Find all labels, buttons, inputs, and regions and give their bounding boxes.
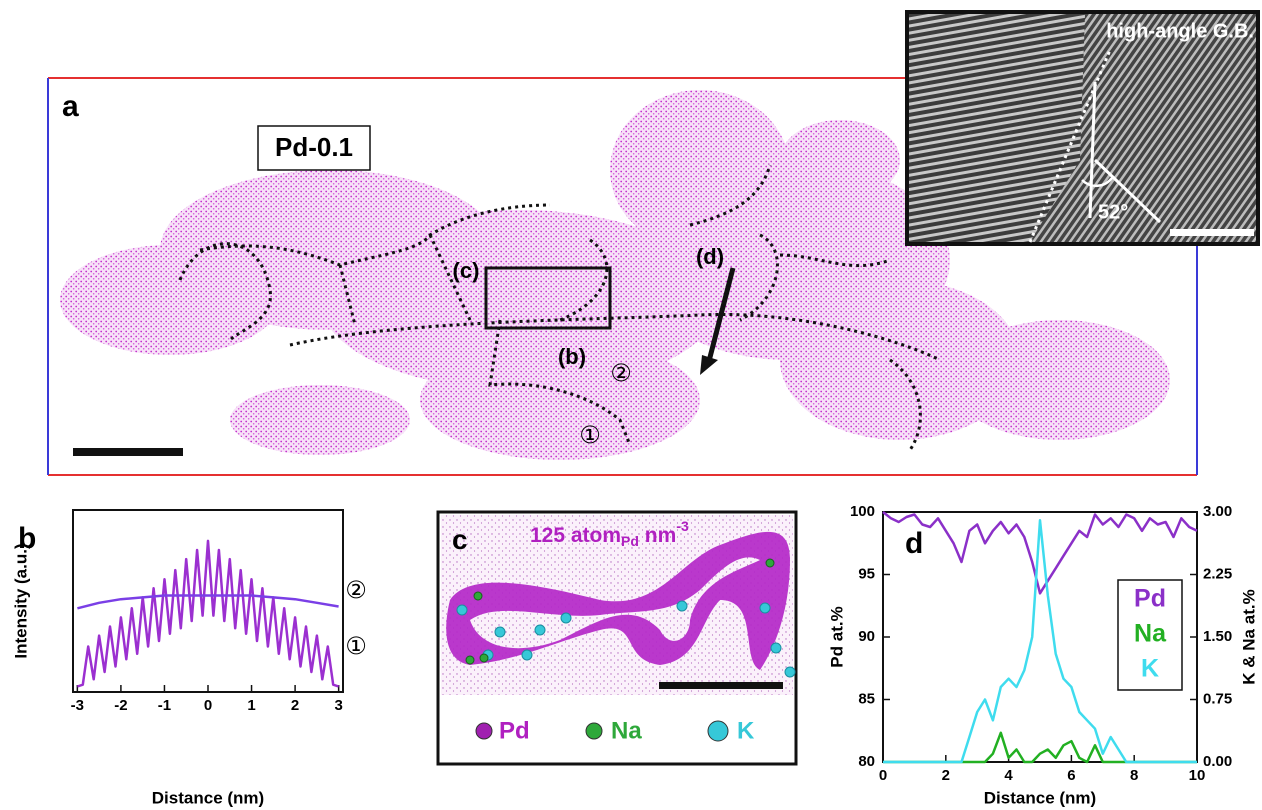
y-tick-label: 100 — [850, 503, 875, 520]
x-tick-label: 8 — [1130, 767, 1138, 784]
x-tick-label: 0 — [204, 697, 212, 714]
y-tick-label: 95 — [858, 565, 875, 582]
legend-label: K — [1141, 655, 1159, 683]
x-axis-label: Distance (nm) — [984, 788, 1096, 807]
panel-label: c — [452, 524, 468, 555]
angle-arc — [1081, 177, 1113, 188]
series-line — [882, 511, 1198, 595]
y2-tick-label: 0.00 — [1203, 753, 1232, 770]
density-label: 125 atomPd nm-3 — [530, 518, 689, 549]
profile-arrow — [705, 267, 736, 366]
series-line — [77, 594, 339, 610]
legend-swatch — [475, 722, 493, 740]
legend-label: Pd — [1134, 585, 1166, 613]
x-tick-label: 1 — [247, 697, 255, 714]
marker-d: (d) — [696, 244, 724, 269]
y2-tick-label: 3.00 — [1203, 503, 1232, 520]
panel-label: b — [18, 522, 36, 555]
atom-map — [60, 90, 1170, 460]
x-tick-label: -3 — [71, 697, 84, 714]
panel-a: a Pd-0.1 (c) (d) (b) ② ① — [47, 77, 1198, 476]
hrtem-inset: high-angle G.B. 52° — [905, 10, 1260, 246]
legend-label: K — [737, 717, 755, 744]
curve-label: ① — [345, 632, 367, 660]
x-tick-label: 6 — [1067, 767, 1075, 784]
series-line — [77, 539, 339, 688]
marker-2: ② — [610, 359, 632, 387]
y-axis-label: Intensity (a.u.) — [11, 543, 30, 658]
angle-line-1 — [1088, 81, 1097, 219]
angle-label: 52° — [1098, 201, 1128, 223]
inset-scale-bar — [1170, 229, 1254, 236]
sample-box — [257, 125, 371, 171]
density-sub: Pd — [621, 533, 639, 549]
x-tick-label: 2 — [291, 697, 299, 714]
y2-tick-label: 1.50 — [1203, 628, 1232, 645]
isosurface — [446, 531, 790, 670]
region-c-box — [484, 266, 612, 330]
angle-line-2 — [1093, 158, 1162, 224]
x-tick-label: 10 — [1189, 767, 1206, 784]
x-tick-label: 3 — [334, 697, 342, 714]
y2-tick-label: 0.75 — [1203, 690, 1232, 707]
x-axis-label: Distance (nm) — [152, 788, 264, 807]
grain-boundaries — [178, 164, 941, 451]
x-tick-label: -1 — [158, 697, 171, 714]
y-tick-label: 80 — [858, 753, 875, 770]
x-tick-label: -2 — [114, 697, 127, 714]
series-line — [883, 519, 1197, 764]
density-unit: nm — [639, 524, 676, 547]
panel-label: d — [905, 527, 923, 560]
density-sup: -3 — [676, 518, 689, 534]
c-scale-bar — [659, 682, 783, 689]
inset-title: high-angle G.B. — [1106, 20, 1254, 42]
panel-label: a — [62, 90, 79, 123]
y2-axis-label: K & Na at.% — [1239, 589, 1258, 684]
k-atoms — [456, 600, 796, 678]
density-main: 125 atom — [530, 524, 621, 547]
legend-swatch — [707, 720, 729, 742]
curve-label: ② — [345, 576, 367, 604]
y-axis-label: Pd at.% — [827, 606, 846, 667]
x-tick-label: 2 — [942, 767, 950, 784]
label-text: c — [452, 524, 468, 555]
x-tick-label: 0 — [879, 767, 887, 784]
marker-1: ① — [579, 421, 601, 449]
c-legend: Pd Na K — [475, 717, 755, 744]
scale-bar — [73, 448, 183, 456]
y2-tick-label: 2.25 — [1203, 565, 1232, 582]
panel-c: c 125 atomPd nm-3 Pd Na K — [436, 510, 798, 766]
legend-label: Na — [1134, 620, 1167, 648]
sample-label: Pd-0.1 — [275, 132, 353, 162]
charts: -3 -2 -1 0 1 2 3 b Distance (nm) Intensity (a.u.)… — [11, 503, 1258, 808]
y-tick-label: 85 — [858, 690, 875, 707]
x-tick-label: 4 — [1004, 767, 1013, 784]
marker-c: (c) — [453, 258, 480, 283]
legend-swatch — [585, 722, 603, 740]
na-atoms — [465, 558, 775, 665]
legend-label: Na — [611, 717, 642, 744]
series-line — [883, 731, 1197, 764]
legend-box — [1117, 579, 1183, 691]
inset-grain-2 — [1030, 14, 1256, 242]
arrow-head — [700, 355, 718, 375]
y-tick-label: 90 — [858, 628, 875, 645]
marker-b: (b) — [558, 344, 586, 369]
legend-label: Pd — [499, 717, 530, 744]
